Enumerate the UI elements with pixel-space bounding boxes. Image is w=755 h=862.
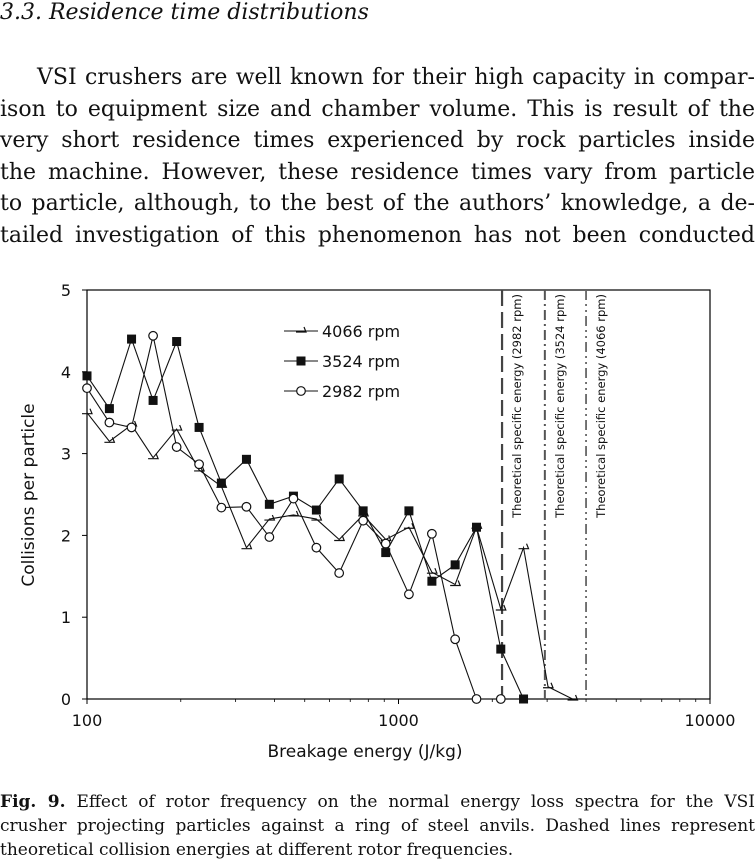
caption-text: Effect of rotor frequency on the normal … xyxy=(76,792,755,812)
data-point xyxy=(311,514,323,521)
data-point xyxy=(334,568,345,578)
data-point xyxy=(241,454,251,464)
data-point xyxy=(148,330,158,341)
legend-entry: 3524 rpm xyxy=(284,352,400,371)
data-point xyxy=(358,515,369,526)
data-point xyxy=(381,548,391,558)
data-point xyxy=(194,465,205,472)
series-line xyxy=(86,412,573,700)
series-filled-square xyxy=(82,334,529,704)
data-point xyxy=(82,371,92,381)
data-point xyxy=(126,422,137,433)
data-point xyxy=(148,453,159,460)
data-point xyxy=(216,478,226,488)
data-point xyxy=(82,383,92,394)
data-point xyxy=(543,682,554,689)
data-point xyxy=(148,395,158,405)
data-point xyxy=(426,567,438,574)
data-point xyxy=(450,580,462,587)
data-point xyxy=(296,386,306,396)
body-line: to particle, although, to the best of th… xyxy=(0,191,755,216)
legend-label: 2982 rpm xyxy=(322,382,400,401)
body-paragraph: VSI crushers are well known for their hi… xyxy=(0,62,755,251)
data-point xyxy=(194,459,204,470)
legend-label: 3524 rpm xyxy=(322,352,400,371)
data-point xyxy=(427,576,437,586)
data-point xyxy=(495,694,506,704)
data-point xyxy=(450,560,460,570)
data-point xyxy=(380,538,391,549)
data-point xyxy=(104,437,116,443)
data-point xyxy=(264,514,276,521)
data-point xyxy=(311,542,322,553)
data-point xyxy=(288,493,299,504)
y-tick-label: 1 xyxy=(61,608,71,627)
data-point xyxy=(172,337,182,347)
caption-line: theoretical collision energies at differ… xyxy=(0,840,514,860)
data-point xyxy=(82,408,93,415)
y-tick-label: 0 xyxy=(61,690,71,709)
data-point xyxy=(358,506,368,516)
figure-chart: Theoretical specific energy (2982 rpm) Th… xyxy=(19,281,736,762)
data-point xyxy=(472,522,482,532)
y-axis-label: Collisions per particle xyxy=(19,403,39,586)
x-axis-label: Breakage energy (J/kg) xyxy=(267,742,462,762)
data-point xyxy=(403,522,415,529)
data-point xyxy=(104,404,114,414)
x-tick-label: 10000 xyxy=(685,711,736,730)
figure-caption: Fig. 9. Effect of rotor frequency on the… xyxy=(0,790,755,862)
data-point xyxy=(241,501,252,512)
theoretical-energy-label: Theoretical specific energy (4066 rpm) xyxy=(594,294,608,519)
data-point xyxy=(296,326,307,333)
body-line: tailed investigation of this phenomenon … xyxy=(0,222,755,248)
data-point xyxy=(171,442,182,452)
legend-entry: 2982 rpm xyxy=(284,382,400,401)
legend-entry: 4066 rpm xyxy=(284,322,400,341)
data-point xyxy=(104,417,115,428)
data-point xyxy=(264,499,274,509)
data-point xyxy=(471,694,482,704)
data-point xyxy=(518,543,530,550)
y-tick-label: 2 xyxy=(61,526,71,545)
y-tick-label: 4 xyxy=(61,363,71,382)
caption-label: Fig. 9. xyxy=(0,792,66,812)
body-line: very short residence times experienced b… xyxy=(0,128,755,153)
data-point xyxy=(311,505,321,515)
data-point xyxy=(296,356,306,366)
series-open-circle xyxy=(82,330,506,704)
data-point xyxy=(264,532,275,542)
data-point xyxy=(450,634,461,645)
data-point xyxy=(334,535,346,542)
x-tick-label: 1000 xyxy=(378,711,419,730)
data-point xyxy=(171,424,183,431)
data-point xyxy=(216,502,227,513)
body-line: VSI crushers are well known for their hi… xyxy=(37,65,755,90)
theoretical-energy-label: Theoretical specific energy (2982 rpm) xyxy=(510,294,524,519)
x-tick-label: 100 xyxy=(72,711,103,730)
body-line: ison to equipment size and chamber volum… xyxy=(0,96,755,122)
y-tick-label: 5 xyxy=(61,281,71,300)
data-point xyxy=(404,589,414,600)
section-heading: 3.3. Residence time distributions xyxy=(0,0,369,25)
y-tick-label: 3 xyxy=(61,445,71,464)
data-point xyxy=(288,510,300,517)
data-point xyxy=(241,543,253,550)
legend-label: 4066 rpm xyxy=(322,322,400,341)
data-point xyxy=(404,506,414,516)
theoretical-energy-label: Theoretical specific energy (3524 rpm) xyxy=(553,294,567,519)
data-point xyxy=(567,694,579,701)
data-point xyxy=(496,644,506,654)
caption-line: crusher projecting particles against a r… xyxy=(0,816,755,836)
data-point xyxy=(426,528,437,539)
body-line: the machine. However, these residence ti… xyxy=(0,159,755,185)
data-point xyxy=(194,422,204,432)
series-half-arrow xyxy=(82,408,579,701)
caption-line: Fig. 9. Effect of rotor frequency on the… xyxy=(0,790,755,814)
data-point xyxy=(495,604,507,611)
data-point xyxy=(127,334,137,344)
data-point xyxy=(334,474,344,484)
data-point xyxy=(519,694,529,704)
